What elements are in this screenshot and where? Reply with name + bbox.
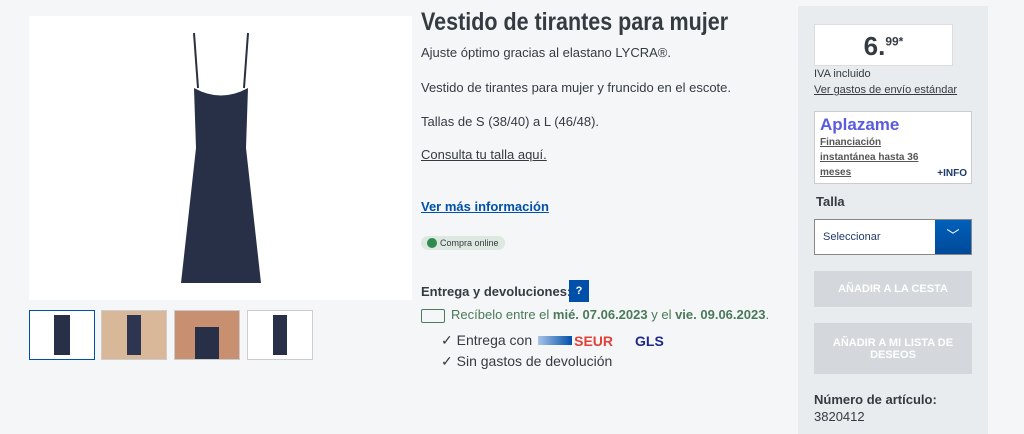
chevron-down-icon: ﹀ <box>935 220 971 254</box>
delivery-heading: Entrega y devoluciones: <box>421 284 572 299</box>
more-info-link[interactable]: Ver más información <box>421 199 549 214</box>
add-to-cart-button[interactable]: AÑADIR A LA CESTA <box>814 271 972 307</box>
shipping-link[interactable]: Ver gastos de envío estándar <box>814 84 958 96</box>
badge-label: Compra online <box>440 238 499 248</box>
gls-logo: GLS <box>635 332 664 349</box>
article-number: 3820412 <box>814 409 865 424</box>
returns-line: ✓ Sin gastos de devolución <box>441 353 613 369</box>
description-line: Vestido de tirantes para mujer y fruncid… <box>421 80 732 95</box>
check-icon <box>427 238 437 248</box>
help-button[interactable]: ? <box>569 280 589 302</box>
purchase-sidebar: 6.99* IVA incluido Ver gastos de envío e… <box>798 6 988 434</box>
size-label: Talla <box>816 194 845 209</box>
thumbnail-4[interactable] <box>247 310 313 360</box>
add-to-wishlist-button[interactable]: AÑADIR A MI LISTA DE DESEOS <box>814 323 972 374</box>
info-link[interactable]: +INFO <box>937 168 967 179</box>
truck-icon <box>421 308 445 323</box>
price: 6.99* <box>814 24 953 66</box>
description-line: Ajuste óptimo gracias al elastano LYCRA®… <box>421 45 671 60</box>
product-main-image[interactable] <box>29 16 412 300</box>
thumbnail-2[interactable] <box>101 310 167 360</box>
size-guide-link[interactable]: Consulta tu talla aquí. <box>421 147 547 162</box>
product-title: Vestido de tirantes para mujer <box>421 8 729 36</box>
vat-note: IVA incluido <box>814 68 871 80</box>
dress-image <box>180 32 261 283</box>
size-select[interactable]: Seleccionar ﹀ <box>814 219 972 255</box>
description-line: Tallas de S (38/40) a L (46/48). <box>421 114 600 129</box>
thumbnail-1[interactable] <box>29 310 95 360</box>
seur-logo: SEUR <box>538 333 613 349</box>
aplazame-box[interactable]: Aplazame Financiación instantánea hasta … <box>814 111 972 184</box>
thumbnail-3[interactable] <box>174 310 240 360</box>
carriers-line: ✓ Entrega con SEUR GLS <box>441 332 664 349</box>
financing-link[interactable]: Financiación instantánea hasta 36 meses <box>820 137 919 178</box>
article-label: Número de artículo: <box>814 392 937 407</box>
online-badge: Compra online <box>421 236 505 250</box>
delivery-estimate: Recíbelo entre el mié. 07.06.2023 y el v… <box>421 307 769 323</box>
aplazame-logo: Aplazame <box>820 115 900 134</box>
